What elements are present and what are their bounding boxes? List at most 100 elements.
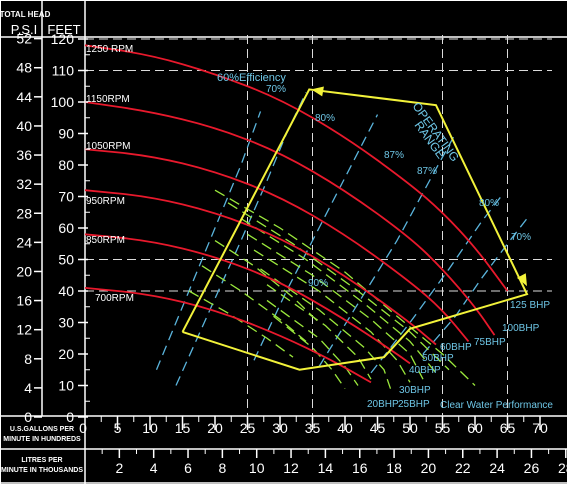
lpm-tick-label: 10 [249,460,265,476]
bhp-label: 30BHP [399,385,431,396]
usgpm-tick-label: 40 [337,420,353,436]
lpm-tick-label: 6 [184,460,192,476]
bhp-line [240,218,437,374]
bhp-line [227,202,450,371]
psi-tick-label: 20 [16,263,32,279]
bhp-line [214,240,320,323]
usgpm-tick-label: 45 [370,420,386,436]
rpm-curve-label: 1050RPM [86,141,130,152]
psi-tick-label: 32 [16,176,32,192]
feet-tick-label: 110 [52,63,75,79]
usgpm-tick-label: 0 [79,420,87,436]
bhp-label: 100BHP [502,323,540,334]
usgpm-label-2: MINUTE IN HUNDREDS [3,436,81,443]
operating-range [181,86,529,371]
efficiency-label: 87% [417,166,437,177]
psi-tick-label: 8 [24,351,32,367]
feet-tick-label: 30 [58,315,74,331]
efficiency-label: 80% [479,198,499,209]
rpm-curves [84,44,509,384]
bhp-line [247,233,424,380]
usgpm-tick-label: 60 [467,420,483,436]
psi-tick-label: 12 [16,322,32,338]
lpm-tick-label: 12 [283,460,299,476]
feet-tick-label: 10 [58,378,74,394]
arrow-head-shape [516,273,527,287]
bhp-line [201,265,307,342]
bhp-label: 20BHP [367,399,399,410]
feet-tick-label: 90 [58,126,74,142]
efficiency-label: 80% [315,113,335,124]
arrow-head [516,273,527,287]
bhp-label: 60BHP [440,342,472,353]
rpm-curve-label: 1250 RPM [86,44,133,55]
footer-annotation: Clear Water Performance [440,400,553,411]
psi-tick-label: 16 [16,293,32,309]
lpm-tick-label: 4 [150,460,158,476]
feet-tick-label: 20 [58,346,74,362]
total-head-title: TOTAL HEAD [0,10,51,19]
usgpm-tick-label: 55 [435,420,451,436]
usgpm-tick-label: 50 [402,420,418,436]
feet-axis-title: FEET [47,22,80,37]
lpm-tick-label: 22 [455,460,471,476]
efficiency-label: 90% [308,278,328,289]
rpm-curve [84,101,496,336]
lpm-tick-label: 16 [352,460,368,476]
feet-tick-label: 0 [66,409,74,425]
bhp-label: 75BHP [474,337,506,348]
rpm-curve [84,44,509,292]
axis-labels: TOTAL HEAD P.S.I FEET U.S.GALLONS PER MINUTE… [0,10,568,476]
psi-tick-label: 36 [16,147,32,163]
usgpm-tick-label: 70 [532,420,548,436]
feet-tick-label: 70 [58,189,74,205]
lpm-tick-label: 20 [421,460,437,476]
bhp-line [266,284,372,380]
lpm-tick-label: 28 [558,460,568,476]
grid-lines [85,35,552,417]
psi-tick-label: 28 [16,205,32,221]
feet-tick-label: 120 [51,31,75,47]
psi-tick-label: 44 [16,89,32,105]
usgpm-tick-label: 15 [175,420,191,436]
efficiency-line [253,114,379,361]
arrow-head-shape [311,86,324,97]
feet-tick-label: 100 [51,94,75,110]
lpm-tick-label: 2 [115,460,123,476]
rpm-curve [84,286,372,384]
bhp-label: 125 BHP [510,300,550,311]
rpm-curve-label: 700RPM [95,293,134,304]
usgpm-tick-label: 5 [114,420,122,436]
bhp-label: 25BHP [398,399,430,410]
lpm-tick-label: 26 [524,460,540,476]
usgpm-tick-label: 10 [142,420,158,436]
lpm-tick-label: 18 [386,460,402,476]
psi-tick-label: 52 [16,31,32,47]
operating-range-boundary [181,88,529,371]
feet-tick-label: 80 [58,157,74,173]
usgpm-label-1: U.S.GALLONS PER [10,426,74,433]
lpm-label-2: MINUTE IN THOUSANDS [1,467,83,474]
psi-tick-label: 48 [16,60,32,76]
efficiency-line [175,92,307,386]
rpm-curve-label: 850RPM [86,235,125,246]
lpm-label-1: LITRES PER [21,457,62,464]
lpm-tick-label: 14 [318,460,334,476]
efficiency-line [422,218,528,355]
psi-tick-label: 4 [24,380,32,396]
feet-tick-label: 50 [58,252,74,268]
bhp-line [273,315,346,390]
usgpm-tick-label: 25 [240,420,256,436]
rpm-curve-label: 950RPM [86,196,125,207]
lpm-tick-label: 8 [218,460,226,476]
usgpm-tick-label: 65 [500,420,516,436]
bhp-label: 40BHP [409,365,441,376]
rpm-curve [84,233,411,365]
rpm-curve-label: 1150RPM [86,94,130,105]
efficiency-label: 87% [384,150,404,161]
bhp-line [188,290,294,358]
usgpm-tick-label: 35 [305,420,321,436]
lpm-tick-label: 24 [489,460,505,476]
